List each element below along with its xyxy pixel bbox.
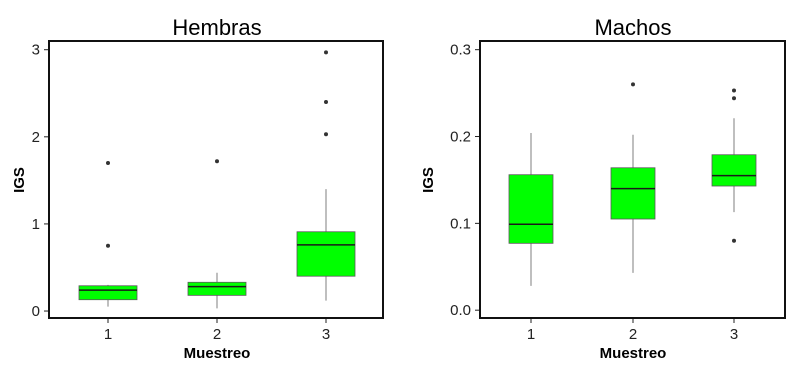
x-tick-label: 2	[213, 326, 221, 343]
outlier-point	[106, 160, 110, 165]
x-tick-label: 2	[629, 326, 637, 343]
panel-machos: Machos IGS Muestreo 0.0 0.1 0.2 0.3 1 2 3	[420, 15, 786, 362]
y-tick-label: 0.3	[450, 42, 471, 59]
outlier-point	[324, 99, 328, 104]
iqr-box	[610, 167, 656, 220]
plot-frame	[48, 40, 384, 319]
x-tick-label: 3	[730, 326, 738, 343]
box-3	[711, 88, 757, 243]
outlier-point	[215, 159, 219, 164]
y-tick-label: 1	[32, 216, 40, 233]
plot-frame	[479, 40, 786, 319]
panel-title: Machos	[594, 15, 671, 40]
box-2	[610, 82, 656, 273]
x-axis-title: Muestreo	[184, 345, 251, 362]
y-tick-label: 2	[32, 129, 40, 146]
y-axis-title: IGS	[420, 167, 437, 193]
outlier-point	[732, 238, 736, 243]
y-tick-label: 0.2	[450, 129, 471, 146]
iqr-box	[508, 174, 554, 244]
x-axis-title: Muestreo	[600, 345, 667, 362]
iqr-box	[78, 285, 138, 301]
y-tick-label: 0.0	[450, 302, 471, 319]
box-1	[508, 133, 554, 286]
panel-hembras: Hembras IGS Muestreo 0 1 2 3 1 2 3	[11, 15, 384, 362]
box-2	[187, 159, 247, 309]
y-tick-label: 0	[32, 303, 40, 320]
box-1	[78, 160, 138, 307]
outlier-point	[324, 50, 328, 55]
x-tick-label: 1	[104, 326, 112, 343]
outlier-point	[631, 82, 635, 87]
y-axis-title: IGS	[11, 167, 28, 193]
iqr-box	[711, 154, 757, 187]
y-tick-label: 0.1	[450, 215, 471, 232]
outlier-point	[732, 96, 736, 101]
outlier-point	[324, 132, 328, 137]
x-tick-label: 1	[527, 326, 535, 343]
iqr-box	[187, 281, 247, 296]
iqr-box	[296, 231, 356, 277]
panel-title: Hembras	[172, 15, 261, 40]
x-tick-label: 3	[322, 326, 330, 343]
plot-area: 0.0 0.1 0.2 0.3 1 2 3	[450, 40, 786, 343]
box-3	[296, 50, 356, 301]
y-tick-label: 3	[32, 42, 40, 59]
outlier-point	[106, 243, 110, 248]
outlier-point	[732, 88, 736, 93]
plot-area: 0 1 2 3 1 2 3	[32, 40, 384, 343]
